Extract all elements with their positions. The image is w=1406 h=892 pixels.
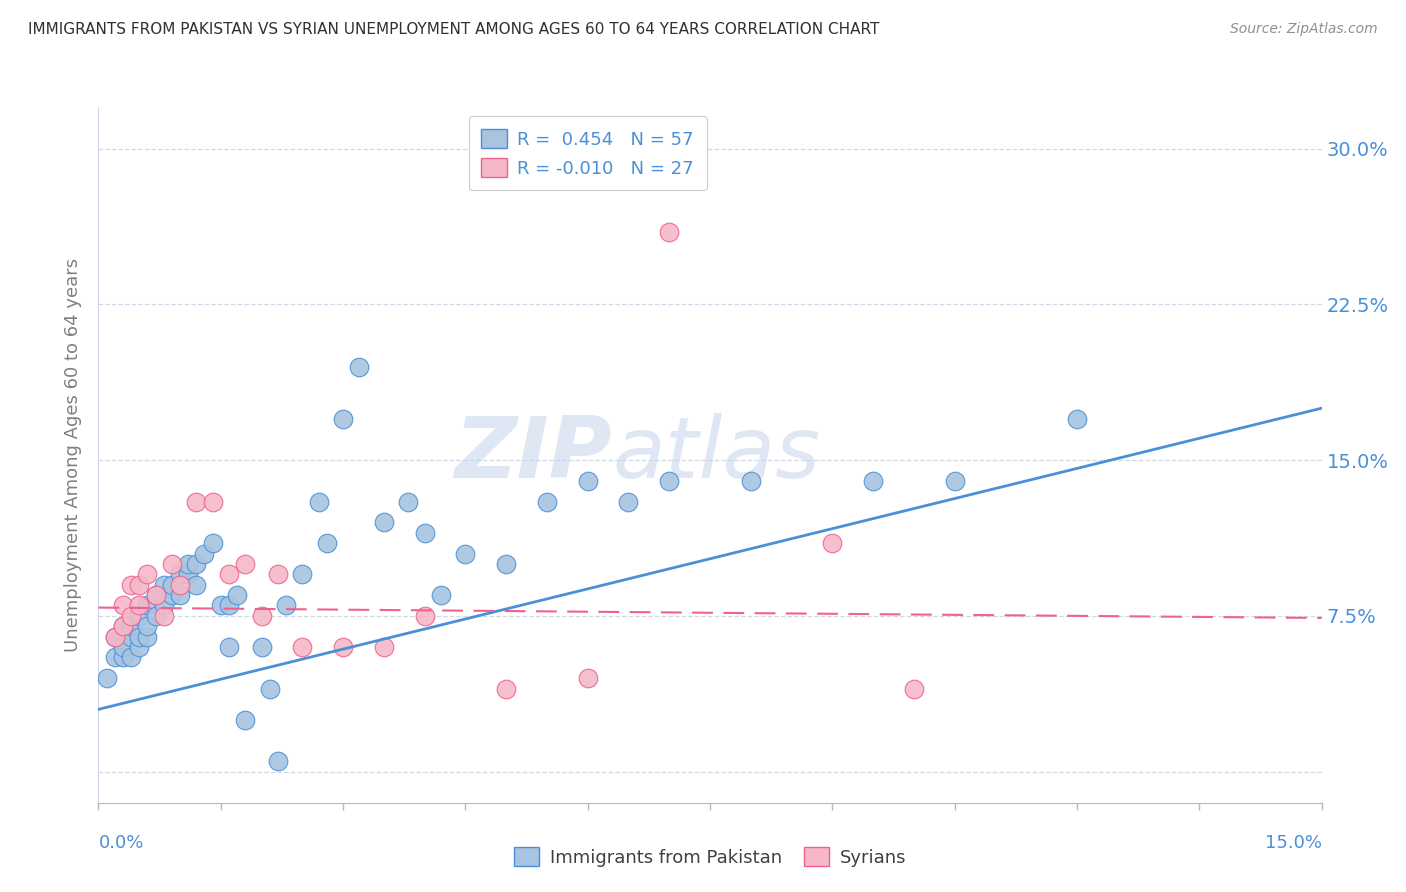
Point xyxy=(454,547,477,561)
Point xyxy=(1066,411,1088,425)
Point xyxy=(617,494,640,508)
Point xyxy=(267,567,290,582)
Point xyxy=(373,640,395,654)
Text: Source: ZipAtlas.com: Source: ZipAtlas.com xyxy=(1230,22,1378,37)
Point xyxy=(218,640,240,654)
Point xyxy=(169,588,191,602)
Point xyxy=(209,599,232,613)
Point xyxy=(128,640,150,654)
Point xyxy=(576,671,599,685)
Point xyxy=(413,525,436,540)
Point xyxy=(111,619,134,633)
Point xyxy=(218,599,240,613)
Text: 0.0%: 0.0% xyxy=(98,834,143,852)
Point xyxy=(111,650,134,665)
Point xyxy=(267,754,290,768)
Point xyxy=(943,474,966,488)
Point xyxy=(111,599,134,613)
Point xyxy=(128,608,150,623)
Point xyxy=(128,599,150,613)
Point xyxy=(145,588,167,602)
Point xyxy=(145,588,167,602)
Point xyxy=(160,588,183,602)
Point xyxy=(145,608,167,623)
Point xyxy=(576,474,599,488)
Point xyxy=(136,567,159,582)
Text: atlas: atlas xyxy=(612,413,820,497)
Point xyxy=(152,578,174,592)
Point xyxy=(201,536,224,550)
Point xyxy=(104,630,127,644)
Point xyxy=(308,494,330,508)
Point xyxy=(104,650,127,665)
Point xyxy=(201,494,224,508)
Point xyxy=(177,557,200,571)
Point xyxy=(136,599,159,613)
Point xyxy=(740,474,762,488)
Point xyxy=(315,536,337,550)
Point xyxy=(430,588,453,602)
Point xyxy=(120,630,142,644)
Point xyxy=(536,494,558,508)
Point xyxy=(120,578,142,592)
Point xyxy=(152,608,174,623)
Point xyxy=(186,557,208,571)
Point xyxy=(120,650,142,665)
Point xyxy=(111,640,134,654)
Point xyxy=(186,494,208,508)
Point xyxy=(120,608,142,623)
Point xyxy=(152,599,174,613)
Point xyxy=(332,411,354,425)
Point xyxy=(233,713,256,727)
Point xyxy=(862,474,884,488)
Legend: Immigrants from Pakistan, Syrians: Immigrants from Pakistan, Syrians xyxy=(506,839,914,874)
Point xyxy=(250,640,273,654)
Point xyxy=(349,359,371,374)
Point xyxy=(177,567,200,582)
Point xyxy=(291,567,314,582)
Point xyxy=(903,681,925,696)
Point xyxy=(193,547,215,561)
Y-axis label: Unemployment Among Ages 60 to 64 years: Unemployment Among Ages 60 to 64 years xyxy=(65,258,83,652)
Text: 15.0%: 15.0% xyxy=(1264,834,1322,852)
Point xyxy=(96,671,118,685)
Point xyxy=(128,630,150,644)
Point xyxy=(658,225,681,239)
Point xyxy=(495,557,517,571)
Point xyxy=(186,578,208,592)
Point xyxy=(396,494,419,508)
Point xyxy=(128,578,150,592)
Point xyxy=(136,630,159,644)
Point xyxy=(291,640,314,654)
Point xyxy=(495,681,517,696)
Point xyxy=(169,567,191,582)
Point xyxy=(218,567,240,582)
Point xyxy=(373,516,395,530)
Point xyxy=(821,536,844,550)
Point xyxy=(274,599,297,613)
Point xyxy=(160,578,183,592)
Point xyxy=(136,619,159,633)
Point xyxy=(120,619,142,633)
Point xyxy=(658,474,681,488)
Text: IMMIGRANTS FROM PAKISTAN VS SYRIAN UNEMPLOYMENT AMONG AGES 60 TO 64 YEARS CORREL: IMMIGRANTS FROM PAKISTAN VS SYRIAN UNEMP… xyxy=(28,22,880,37)
Point xyxy=(413,608,436,623)
Point xyxy=(250,608,273,623)
Point xyxy=(332,640,354,654)
Point xyxy=(259,681,281,696)
Text: ZIP: ZIP xyxy=(454,413,612,497)
Point xyxy=(169,578,191,592)
Point xyxy=(226,588,249,602)
Point xyxy=(104,630,127,644)
Point xyxy=(160,557,183,571)
Point xyxy=(233,557,256,571)
Point xyxy=(111,619,134,633)
